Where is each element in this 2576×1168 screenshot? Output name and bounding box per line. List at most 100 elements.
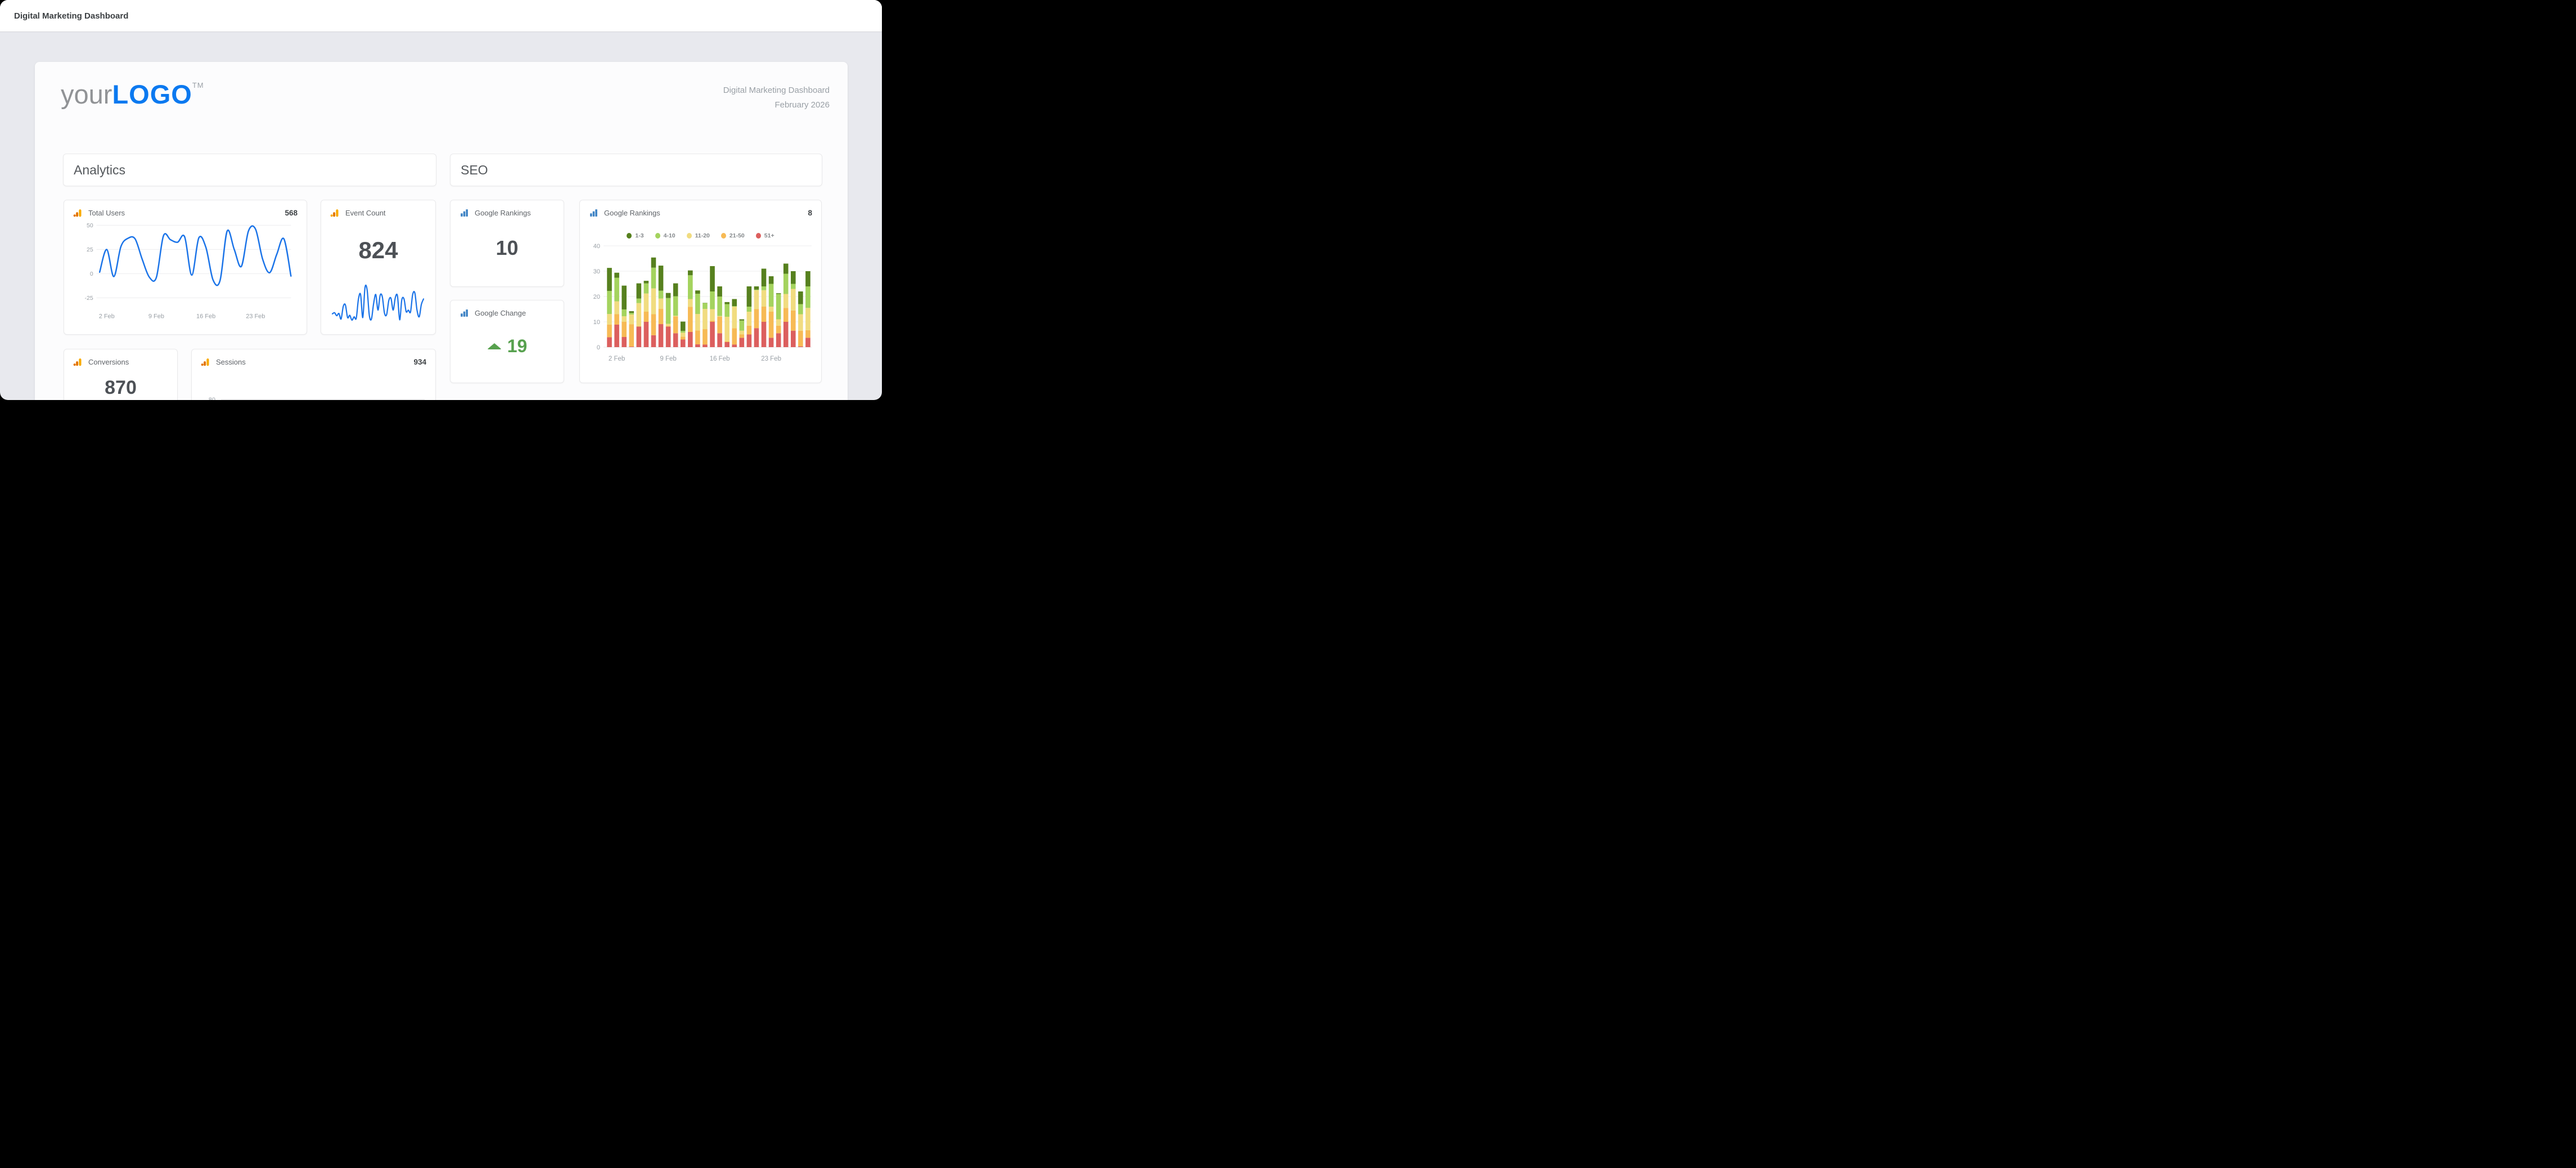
widget-total-users: Total Users 568 50 25 0 -25 2 Feb 9 Feb 16 Feb… [64,200,307,335]
rank-bar-segment [688,299,693,307]
rank-bar-segment [746,325,752,335]
rank-bar-segment [746,334,752,347]
report-card: yourLOGOTM Digital Marketing Dashboard F… [35,62,848,400]
rank-bar-segment [651,314,656,335]
rank-bar-segment [688,275,693,299]
rank-bar-segment [629,311,634,313]
rank-bar-segment [622,322,627,337]
y-axis-label: 30 [593,268,600,275]
google-analytics-icon [201,358,209,366]
rank-bar-segment [805,286,810,308]
rank-bar-segment [607,324,612,338]
rank-bar-segment [636,326,642,327]
widget-label: Google Change [475,309,526,317]
rank-bar-segment [739,330,745,335]
rank-bar-segment [724,317,729,342]
rank-bar-segment [658,309,664,325]
event-count-value: 824 [358,237,398,263]
rank-bar-segment [607,291,612,315]
rank-bar-segment [658,324,664,347]
rank-bar-segment [695,314,700,331]
rank-bar-segment [732,307,737,329]
rank-bar-segment [768,276,774,284]
report-period: February 2026 [774,100,830,110]
y-axis-label: 0 [90,271,93,277]
rank-bar-segment [798,291,803,304]
rank-bar-segment [746,312,752,326]
event-count-line [331,284,425,321]
x-axis-label: 23 Feb [761,356,781,362]
x-axis-label: 2 Feb [99,313,115,320]
rank-bar-segment [680,339,686,347]
rank-bar-segment [688,270,693,276]
widget-conversions: Conversions 870 [64,349,178,400]
rank-bar-segment [783,294,789,308]
rankings-legend: 1-3 4-10 11-20 21-50 51+ [589,232,812,239]
rank-bar-segment [746,307,752,312]
app-title: Digital Marketing Dashboard [14,11,129,21]
analytics-section-title: Analytics [74,162,126,177]
rank-bar-segment [695,290,700,294]
widget-label: Conversions [88,358,129,366]
rank-bar-segment [643,283,649,294]
legend-item: 21-50 [720,232,745,239]
rank-bar-segment [614,301,619,315]
rank-bar-segment [805,330,810,338]
rank-bar-segment [665,293,671,298]
rank-bar-segment [695,330,700,345]
total-users-line [98,225,292,286]
legend-label: 51+ [764,232,774,239]
widget-google-rankings-chart: Google Rankings 8 1-3 4-10 11-20 21-50 51+ 0… [579,200,822,383]
rank-bar-segment [695,344,700,347]
rank-bar-segment [776,293,781,294]
widget-sessions: Sessions 934 80 [191,349,436,400]
rank-bar-segment [710,309,715,321]
widget-header: Google Rankings 8 [589,208,812,218]
rank-bar-segment [643,281,649,284]
legend-item: 4-10 [655,232,675,239]
rank-bar-segment [761,286,767,290]
rank-bar-segment [636,283,642,299]
x-axis-label: 23 Feb [246,313,265,320]
rank-bar-segment [791,284,796,289]
y-axis-label: 40 [593,243,600,250]
rank-bar-segment [614,324,619,347]
y-axis-label: -25 [84,295,93,302]
rank-bar-segment [702,303,708,309]
rank-bar-segment [622,337,627,347]
widget-header: Total Users 568 [73,208,298,218]
rank-bar-segment [607,337,612,347]
rank-bar-segment [636,326,642,347]
rank-bar-segment [739,320,745,331]
sessions-line-chart: 80 [209,397,425,400]
rank-bar-segment [673,316,678,334]
rank-bar-segment [702,309,708,330]
rank-bar-segment [791,310,796,331]
widget-header: Google Rankings [460,208,555,218]
rank-bar-segment [658,298,664,309]
rank-bar-segment [665,324,671,326]
google-analytics-icon [73,209,82,217]
widget-value: 8 [808,209,812,217]
rank-bar-segment [680,331,686,333]
y-axis-label: 80 [209,397,215,400]
rank-bar-segment [717,333,722,347]
rank-bar-segment [791,289,796,311]
report-title: Digital Marketing Dashboard [723,86,830,95]
rank-bar-segment [761,290,767,307]
rank-bar-segment [783,322,789,347]
widget-label: Sessions [216,358,246,366]
rank-bar-segment [768,307,774,312]
rankings-bars-icon [461,209,468,217]
rank-bar-segment [636,303,642,326]
rank-bar-segment [798,304,803,315]
rank-bar-segment [614,272,619,278]
rank-bar-segment [695,294,700,315]
rank-bar-segment [629,324,634,347]
widget-value: 934 [413,358,426,366]
rank-bar-segment [761,307,767,322]
legend-item: 51+ [755,232,774,239]
rank-bar-segment [776,325,781,334]
rank-bar-segment [732,299,737,307]
widget-header: Event Count [330,208,426,218]
